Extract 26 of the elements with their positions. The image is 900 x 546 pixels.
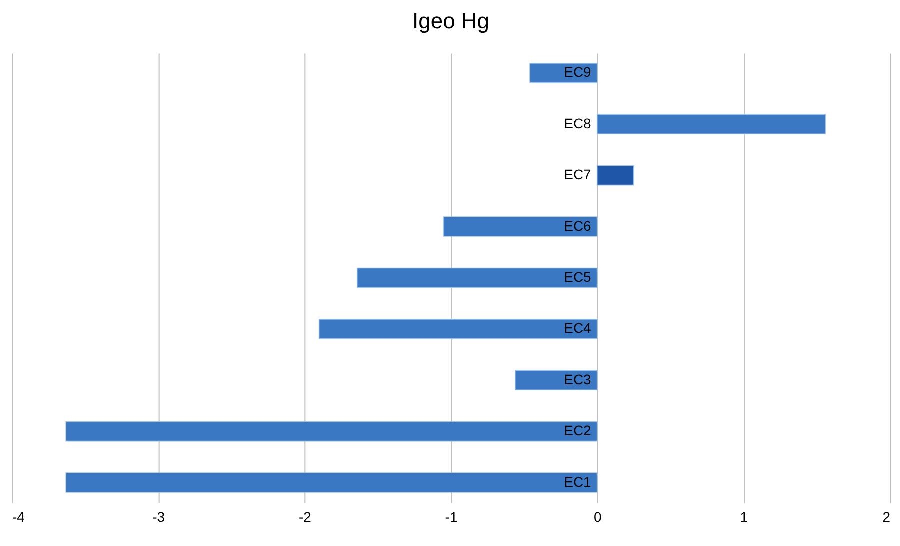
x-tick-label: -3 — [152, 509, 166, 526]
bar — [66, 472, 598, 493]
chart-title: Igeo Hg — [412, 8, 490, 34]
bar — [596, 114, 826, 135]
bar — [66, 421, 598, 442]
y-tick-label: EC7 — [564, 166, 592, 183]
y-tick-label: EC3 — [564, 371, 592, 388]
x-tick-label: 2 — [882, 509, 891, 526]
x-tick-label: 0 — [594, 509, 602, 526]
x-tick-label: -1 — [445, 509, 458, 526]
bar — [596, 165, 634, 186]
bar — [530, 63, 598, 84]
bar — [318, 319, 598, 340]
y-tick-label: EC9 — [564, 64, 592, 80]
y-tick-label: EC8 — [564, 115, 592, 132]
y-tick-label: EC6 — [564, 218, 592, 234]
y-tick-label: EC4 — [564, 320, 592, 336]
y-tick-label: EC5 — [564, 268, 592, 285]
bar — [356, 268, 598, 288]
x-tick-label: -2 — [298, 509, 312, 526]
x-tick-label: -4 — [12, 509, 26, 526]
y-tick-label: EC1 — [564, 474, 592, 490]
x-tick-label: 1 — [740, 509, 748, 526]
bar — [514, 370, 598, 391]
y-tick-label: EC2 — [564, 422, 592, 439]
bar — [443, 216, 598, 237]
